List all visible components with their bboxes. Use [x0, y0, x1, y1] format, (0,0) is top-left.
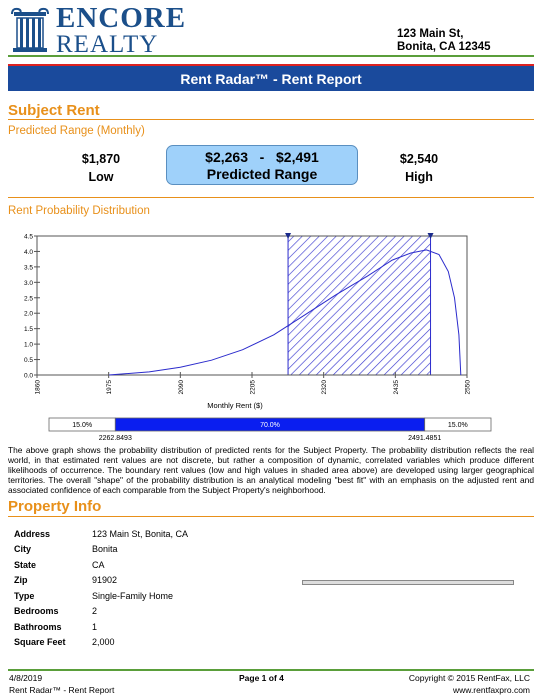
predicted-range-values: $2,263 - $2,491	[167, 149, 357, 166]
high-rent-value: $2,540	[399, 152, 439, 166]
y-tick-label: 4.5	[24, 234, 33, 241]
band-segment-label: 15.0%	[72, 422, 92, 429]
low-rent-label: Low	[88, 170, 114, 184]
predicted-range-box: $2,263 - $2,491 Predicted Range	[166, 145, 358, 185]
band-boundary-label: 2491.4851	[408, 435, 441, 442]
range-high-value: $2,491	[276, 149, 319, 165]
property-row: Type Single-Family Home	[14, 588, 188, 604]
copyright-text: Copyright © 2015 RentFax, LLC	[408, 673, 530, 683]
property-row: Square Feet 2,000	[14, 635, 188, 651]
x-tick-label: 2320	[321, 380, 328, 395]
high-rent-label: High	[405, 170, 433, 184]
y-tick-label: 0.5	[24, 357, 33, 364]
section-divider	[8, 119, 534, 120]
property-key: Square Feet	[14, 637, 66, 648]
company-address: 123 Main St, Bonita, CA 12345	[397, 28, 491, 54]
company-logo: ENCORE REALTY	[56, 2, 187, 58]
report-date: 4/8/2019	[9, 673, 43, 683]
x-tick-label: 1860	[35, 380, 42, 395]
y-tick-label: 2.5	[24, 295, 33, 302]
header-divider	[8, 55, 534, 57]
x-tick-label: 2435	[393, 380, 400, 395]
property-value: CA	[92, 559, 105, 570]
property-value: 2,000	[92, 637, 115, 648]
footer-divider	[8, 669, 534, 671]
property-key: Zip	[14, 575, 28, 586]
distribution-description: The above graph shows the probability di…	[8, 445, 534, 495]
y-tick-label: 4.0	[24, 249, 33, 256]
address-line-2: Bonita, CA 12345	[397, 41, 491, 53]
report-name: Rent Radar™ - Rent Report	[9, 685, 115, 695]
property-key: Bedrooms	[14, 606, 59, 617]
y-tick-label: 2.0	[24, 311, 33, 318]
rent-probability-chart: 0.0 0.5 1.0 1.5 2.0 2.5 3.0 3.5 4.0 4.5 1860 1975 20…	[24, 233, 492, 442]
property-info-heading: Property Info	[8, 498, 102, 515]
y-tick-label: 0.0	[24, 373, 33, 380]
property-value: 91902	[92, 575, 118, 586]
range-separator: -	[259, 149, 265, 165]
x-tick-label: 2090	[178, 380, 185, 395]
section-divider	[8, 516, 534, 517]
band-boundary-label: 2262.8493	[99, 435, 132, 442]
report-banner: Rent Radar™ - Rent Report	[8, 64, 534, 91]
x-axis-title: Monthly Rent ($)	[207, 401, 263, 410]
high-rent: $2,540 High	[379, 150, 459, 186]
website-link[interactable]: www.rentfaxpro.com	[453, 685, 530, 695]
y-tick-label: 1.0	[24, 342, 33, 349]
distribution-curve	[108, 249, 462, 376]
band-segment-label: 70.0%	[260, 422, 280, 429]
property-key: Bathrooms	[14, 621, 62, 632]
property-key: City	[14, 544, 32, 555]
distribution-subheading: Rent Probability Distribution	[8, 205, 150, 217]
property-key: Type	[14, 590, 35, 601]
property-row: Zip 91902	[14, 573, 188, 589]
footer-right: Copyright © 2015 RentFax, LLC www.rentfa…	[380, 672, 530, 696]
property-row: Bathrooms 1	[14, 619, 188, 635]
predicted-range-label: Predicted Range	[206, 166, 318, 182]
property-value: Bonita	[92, 544, 118, 555]
property-row: Address 123 Main St, Bonita, CA	[14, 526, 188, 542]
footer-left: 4/8/2019 Rent Radar™ - Rent Report	[9, 672, 114, 696]
column-logo-icon	[11, 7, 49, 52]
map-placeholder-bar	[302, 580, 514, 585]
y-tick-label: 3.5	[24, 264, 33, 271]
address-line-1: 123 Main St,	[397, 28, 464, 40]
range-marker	[285, 233, 292, 239]
property-row: State CA	[14, 557, 188, 573]
probability-band-segment	[424, 417, 492, 432]
page-number: Page 1 of 4	[239, 673, 284, 683]
y-tick-label: 3.0	[24, 280, 33, 287]
property-value: 2	[92, 606, 98, 617]
y-tick-label: 1.5	[24, 326, 33, 333]
band-segment-label: 15.0%	[448, 422, 468, 429]
property-row: City Bonita	[14, 542, 188, 558]
range-marker	[427, 233, 434, 239]
subject-rent-heading: Subject Rent	[8, 102, 100, 119]
property-key: State	[14, 559, 37, 570]
property-value: 1	[92, 621, 98, 632]
property-value: Single-Family Home	[92, 590, 174, 601]
predicted-range-subheading: Predicted Range (Monthly)	[8, 125, 145, 137]
property-info-table: Address 123 Main St, Bonita, CA City Bonita…	[14, 526, 188, 650]
logo-line-bottom: REALTY	[56, 31, 159, 58]
x-tick-label: 2205	[250, 380, 257, 395]
low-rent-value: $1,870	[81, 152, 121, 166]
range-low-value: $2,263	[205, 149, 248, 165]
x-tick-label: 1975	[106, 380, 113, 395]
x-tick-label: 2550	[465, 380, 472, 395]
property-row: Bedrooms 2	[14, 604, 188, 620]
low-rent: $1,870 Low	[61, 150, 141, 186]
section-divider	[8, 197, 534, 198]
property-key: Address	[14, 528, 51, 539]
logo-line-top: ENCORE	[56, 2, 187, 34]
shaded-range-area	[287, 235, 432, 376]
property-value: 123 Main St, Bonita, CA	[92, 528, 189, 539]
